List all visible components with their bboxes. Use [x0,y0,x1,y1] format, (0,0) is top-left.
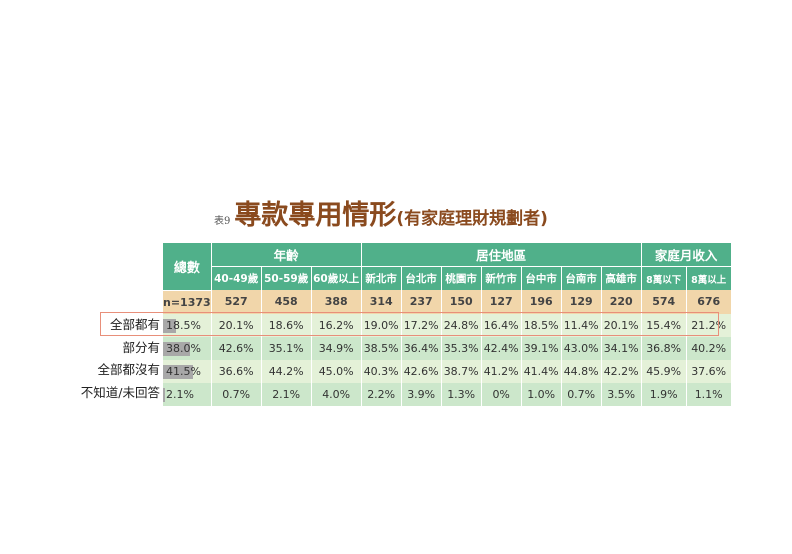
value-cell: 37.6% [686,359,732,383]
total-bar [163,387,165,402]
value-cell: 42.6% [401,359,442,383]
value-cell: 44.8% [561,359,602,383]
header-col: 50-59歲 [261,266,312,290]
value-cell: 1.9% [641,382,687,406]
value-cell: 0% [481,382,522,406]
total-cell: 18.5% [163,313,212,337]
value-cell: 16.2% [311,313,362,337]
value-cell: 18.6% [261,313,312,337]
sample-size: 676 [686,290,732,314]
total-bar [163,318,177,333]
sample-size: 127 [481,290,522,314]
highlight-box [100,312,719,336]
table-number: 表9 [214,216,231,227]
header-group: 居住地區 [361,243,642,267]
total-bar [163,364,193,379]
table-title: 表9 專款專用情形 (有家庭理財規劃者) [214,193,548,231]
value-cell: 19.0% [361,313,402,337]
header-col: 高雄市 [601,266,642,290]
value-cell: 42.4% [481,336,522,360]
sample-size: n=1373 [163,290,212,314]
value-cell: 45.0% [311,359,362,383]
value-cell: 3.9% [401,382,442,406]
header-col: 台北市 [401,266,442,290]
total-cell: 41.5% [163,359,212,383]
sample-size: 150 [441,290,482,314]
value-cell: 42.6% [211,336,262,360]
table-row: 38.0% 42.6% 35.1% 34.9% 38.5% 36.4% 35.3% 42.4%… [163,336,732,360]
sample-size: 314 [361,290,402,314]
total-bar [163,341,191,356]
header-col: 新北市 [361,266,402,290]
header-col: 8萬以下 [641,266,687,290]
header-col: 8萬以上 [686,266,732,290]
value-cell: 1.1% [686,382,732,406]
value-cell: 11.4% [561,313,602,337]
value-cell: 16.4% [481,313,522,337]
value-cell: 2.1% [261,382,312,406]
value-cell: 35.3% [441,336,482,360]
sample-size: 527 [211,290,262,314]
header-col: 台南市 [561,266,602,290]
header-col: 40-49歲 [211,266,262,290]
sample-size: 220 [601,290,642,314]
header-group: 年齡 [211,243,362,267]
value-cell: 18.5% [521,313,562,337]
value-cell: 42.2% [601,359,642,383]
value-cell: 24.8% [441,313,482,337]
sample-size: 388 [311,290,362,314]
header-col: 新竹市 [481,266,522,290]
sample-size: 129 [561,290,602,314]
table-row: 2.1% 0.7% 2.1% 4.0% 2.2% 3.9% 1.3% 0% 1.0% 0.7% 3.… [163,382,732,406]
value-cell: 15.4% [641,313,687,337]
value-cell: 0.7% [211,382,262,406]
total-cell: 2.1% [163,382,212,406]
header-col: 60歲以上 [311,266,362,290]
value-cell: 17.2% [401,313,442,337]
value-cell: 44.2% [261,359,312,383]
total-cell: 38.0% [163,336,212,360]
value-cell: 40.2% [686,336,732,360]
value-cell: 21.2% [686,313,732,337]
value-cell: 20.1% [211,313,262,337]
value-cell: 39.1% [521,336,562,360]
value-cell: 34.1% [601,336,642,360]
value-cell: 38.5% [361,336,402,360]
row-label: 全部都有 [109,317,160,332]
value-cell: 34.9% [311,336,362,360]
value-cell: 1.3% [441,382,482,406]
value-cell: 20.1% [601,313,642,337]
row-label: 部分有 [122,339,160,355]
value-cell: 36.6% [211,359,262,383]
sample-size: 196 [521,290,562,314]
value-cell: 45.9% [641,359,687,383]
sample-size: 237 [401,290,442,314]
row-label: 不知道/未回答 [80,385,160,401]
value-cell: 1.0% [521,382,562,406]
value-cell: 41.2% [481,359,522,383]
table-row: 41.5% 36.6% 44.2% 45.0% 40.3% 42.6% 38.7% 41.2%… [163,359,732,383]
value-cell: 2.2% [361,382,402,406]
value-cell: 35.1% [261,336,312,360]
value-cell: 36.8% [641,336,687,360]
value-cell: 40.3% [361,359,402,383]
value-cell: 0.7% [561,382,602,406]
title-sub: (有家庭理財規劃者) [396,209,548,229]
row-label: 全部都沒有 [97,362,160,378]
data-table: 總數 年齡 居住地區 家庭月收入 40-49歲 50-59歲 60歲以上 新北市 台北市 桃園市新… [163,243,732,406]
value-cell: 41.4% [521,359,562,383]
value-cell: 43.0% [561,336,602,360]
header-group: 家庭月收入 [641,243,732,267]
sample-size: 458 [261,290,312,314]
header-col: 台中市 [521,266,562,290]
header-total: 總數 [163,243,212,291]
value-cell: 3.5% [601,382,642,406]
table-row: 18.5% 20.1% 18.6% 16.2% 19.0% 17.2% 24.8% 16.4%… [163,313,732,337]
value-cell: 4.0% [311,382,362,406]
value-cell: 36.4% [401,336,442,360]
title-main: 專款專用情形 [234,200,397,231]
header-col: 桃園市 [441,266,482,290]
sample-size: 574 [641,290,687,314]
value-cell: 38.7% [441,359,482,383]
